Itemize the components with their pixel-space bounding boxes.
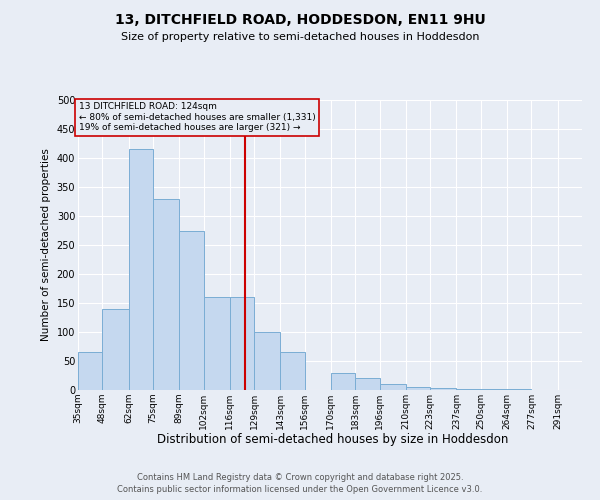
- Bar: [355, 378, 380, 390]
- Text: 13 DITCHFIELD ROAD: 124sqm
← 80% of semi-detached houses are smaller (1,331)
19%: 13 DITCHFIELD ROAD: 124sqm ← 80% of semi…: [79, 102, 316, 132]
- Bar: [406, 387, 430, 390]
- Bar: [457, 389, 481, 390]
- Text: 13, DITCHFIELD ROAD, HODDESDON, EN11 9HU: 13, DITCHFIELD ROAD, HODDESDON, EN11 9HU: [115, 12, 485, 26]
- Bar: [78, 352, 103, 390]
- Bar: [179, 230, 203, 390]
- Bar: [203, 297, 230, 390]
- Bar: [254, 332, 280, 390]
- Bar: [230, 297, 254, 390]
- Text: Distribution of semi-detached houses by size in Hoddesdon: Distribution of semi-detached houses by …: [157, 432, 509, 446]
- Text: Contains HM Land Registry data © Crown copyright and database right 2025.: Contains HM Land Registry data © Crown c…: [137, 472, 463, 482]
- Text: Contains public sector information licensed under the Open Government Licence v3: Contains public sector information licen…: [118, 485, 482, 494]
- Bar: [128, 150, 153, 390]
- Bar: [103, 309, 128, 390]
- Bar: [153, 198, 179, 390]
- Y-axis label: Number of semi-detached properties: Number of semi-detached properties: [41, 148, 51, 342]
- Bar: [430, 388, 457, 390]
- Bar: [331, 372, 355, 390]
- Text: Size of property relative to semi-detached houses in Hoddesdon: Size of property relative to semi-detach…: [121, 32, 479, 42]
- Bar: [380, 384, 406, 390]
- Bar: [280, 352, 305, 390]
